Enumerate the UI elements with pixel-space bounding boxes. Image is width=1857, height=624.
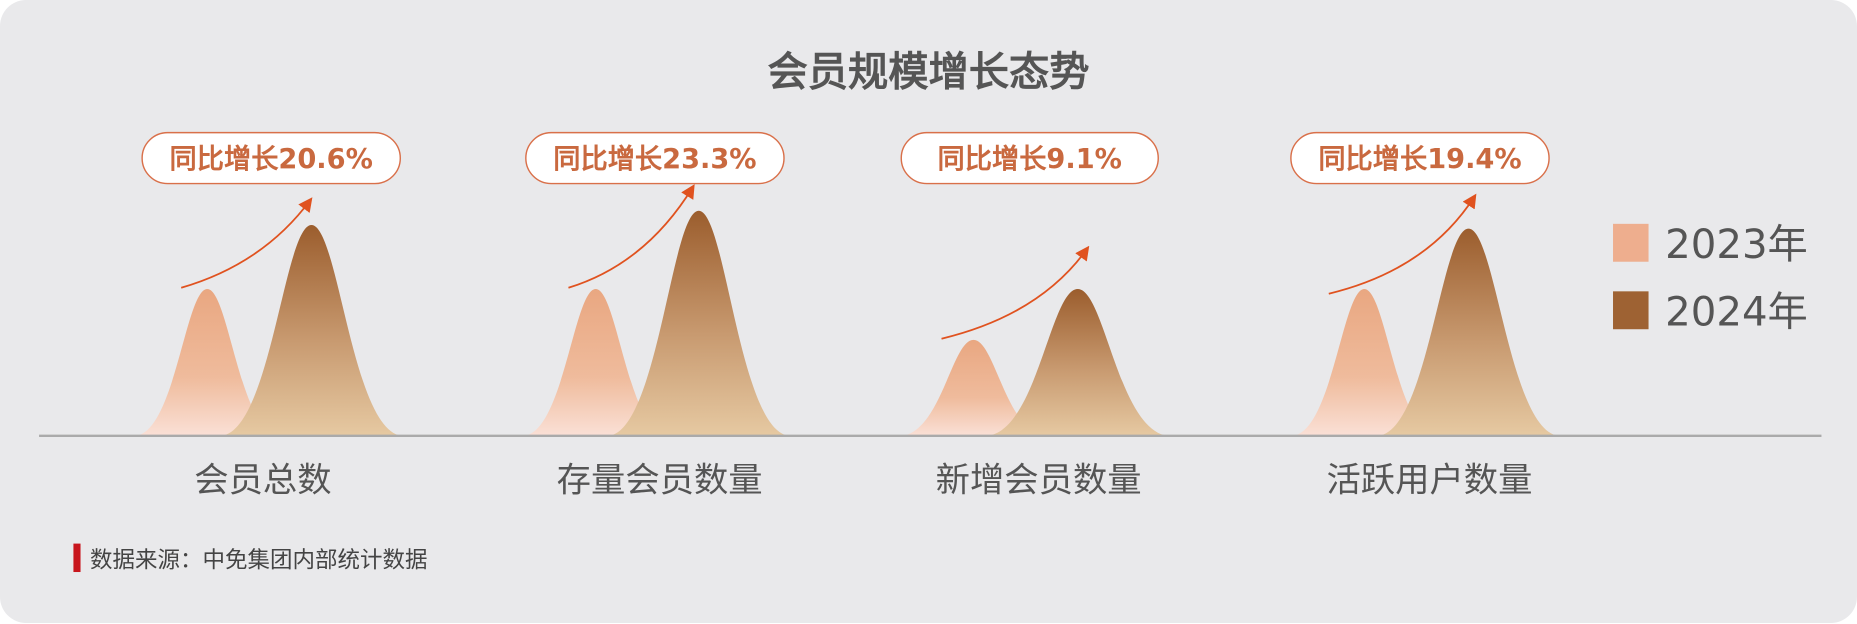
- category-group: 同比增长20.6% 会员总数: [136, 131, 402, 500]
- peak-2023: [524, 288, 667, 436]
- category-group: 同比增长9.1% 新增会员数量: [900, 131, 1168, 500]
- peak-2024: [1378, 228, 1559, 436]
- growth-arrow: [1328, 193, 1477, 295]
- growth-pill: [1290, 131, 1550, 185]
- legend-swatch-2023: [1613, 223, 1649, 262]
- growth-pill: [141, 131, 402, 185]
- peak-2023: [1293, 288, 1436, 436]
- source-note: 数据来源：中免集团内部统计数据: [73, 543, 428, 573]
- growth-arrow: [941, 245, 1090, 340]
- growth-arrow: [568, 184, 695, 289]
- category-label: 存量会员数量: [557, 460, 763, 500]
- peak-2024: [221, 225, 402, 436]
- growth-arrow: [180, 197, 313, 289]
- chart-title: 会员规模增长态势: [767, 49, 1089, 95]
- growth-label: 同比增长9.1%: [938, 143, 1122, 175]
- growth-label: 同比增长20.6%: [170, 143, 373, 175]
- peak-2023: [902, 339, 1045, 436]
- category-label: 活跃用户数量: [1326, 460, 1532, 500]
- category-label: 会员总数: [194, 460, 331, 500]
- source-text: 数据来源：中免集团内部统计数据: [90, 546, 428, 573]
- peak-2024: [608, 210, 789, 436]
- source-marker: [73, 543, 81, 573]
- growth-label: 同比增长19.4%: [1318, 143, 1521, 175]
- category-group: 同比增长23.3% 存量会员数量: [524, 131, 789, 500]
- legend: 2023年 2024年: [1613, 222, 1808, 336]
- growth-pill: [900, 131, 1159, 185]
- category-group: 同比增长19.4% 活跃用户数量: [1290, 131, 1559, 500]
- growth-label: 同比增长23.3%: [553, 143, 756, 175]
- category-label: 新增会员数量: [936, 460, 1142, 500]
- peak-2023: [136, 288, 279, 436]
- legend-swatch-2024: [1613, 291, 1649, 330]
- peak-2024: [987, 288, 1168, 436]
- legend-label-2023: 2023年: [1665, 222, 1808, 268]
- growth-pill: [525, 131, 785, 185]
- legend-label-2024: 2024年: [1665, 290, 1808, 336]
